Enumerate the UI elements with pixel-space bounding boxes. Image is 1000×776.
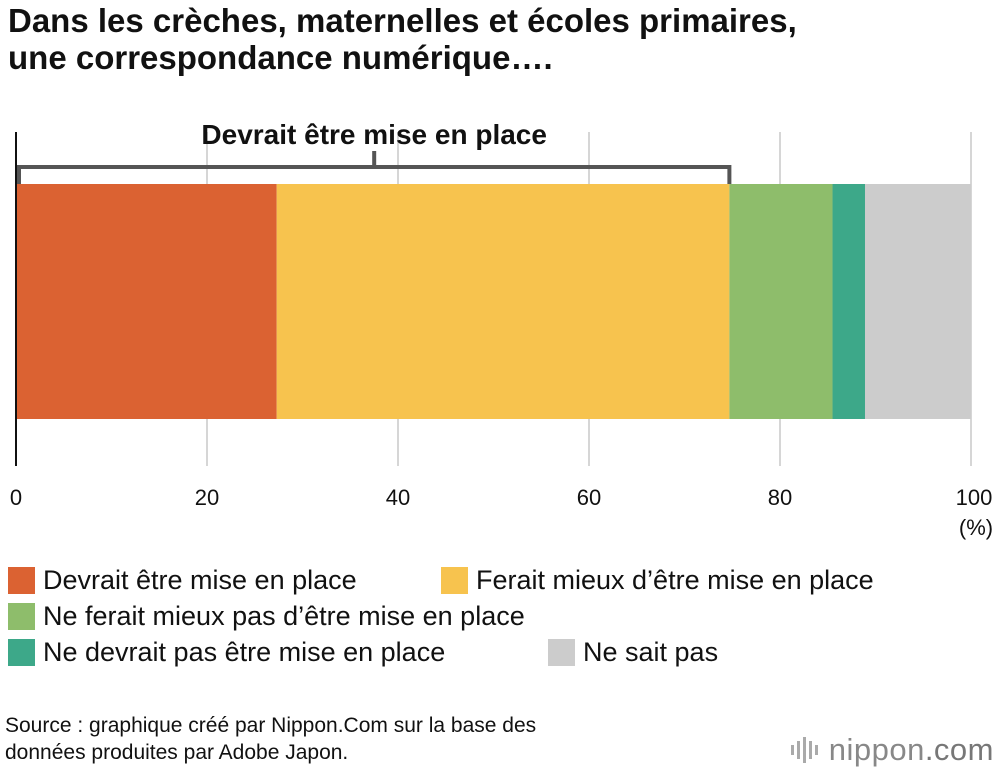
bracket-label: Devrait être mise en place	[201, 119, 547, 150]
legend-row: Ne ferait mieux pas d’être mise en place	[8, 598, 993, 634]
legend-row: Ne devrait pas être mise en place Ne sai…	[8, 634, 993, 670]
bar-segment	[832, 184, 865, 419]
x-unit-label: (%)	[959, 515, 993, 540]
legend-swatch	[441, 566, 468, 594]
legend-label: Devrait être mise en place	[43, 564, 357, 595]
legend-swatch	[8, 638, 35, 666]
bracket-line	[17, 151, 732, 184]
legend-label: Ne devrait pas être mise en place	[43, 636, 446, 667]
bar-segments	[16, 184, 971, 419]
legend-swatch	[548, 638, 575, 666]
x-tick-label: 80	[768, 485, 792, 510]
legend-label: Ne ferait mieux pas d’être mise en place	[43, 600, 525, 631]
legend-item-ne-ferait-mieux-pas: Ne ferait mieux pas d’être mise en place	[8, 601, 525, 632]
annotation-bracket: Devrait être mise en place	[17, 119, 732, 184]
source-note: Source : graphique créé par Nippon.Com s…	[5, 712, 536, 766]
logo-name: nippon	[828, 732, 925, 767]
chart-title: Dans les crèches, maternelles et écoles …	[8, 2, 993, 76]
legend-label: Ne sait pas	[583, 636, 719, 667]
legend-item-ferait-mieux: Ferait mieux d’être mise en place	[441, 565, 874, 596]
nippon-logo: nippon .com	[790, 732, 994, 768]
bar-segment	[729, 184, 833, 419]
legend-label: Ferait mieux d’être mise en place	[476, 564, 874, 595]
source-line-1: Source : graphique créé par Nippon.Com s…	[5, 714, 537, 737]
bar-segment	[276, 184, 730, 419]
x-axis: 0 20 40 60 80 100 (%)	[10, 132, 993, 540]
legend: Devrait être mise en place Ferait mieux …	[8, 562, 993, 670]
x-tick-label: 100	[956, 485, 993, 510]
chart-title-line-1: Dans les crèches, maternelles et écoles …	[8, 2, 797, 39]
x-tick-label: 20	[195, 485, 219, 510]
legend-swatch	[8, 602, 35, 630]
x-tick-label: 0	[10, 485, 22, 510]
legend-row: Devrait être mise en place Ferait mieux …	[8, 562, 993, 598]
legend-item-ne-devrait-pas: Ne devrait pas être mise en place	[8, 637, 548, 668]
legend-swatch	[8, 566, 35, 594]
legend-item-devrait: Devrait être mise en place	[8, 565, 441, 596]
x-tick-label: 40	[386, 485, 410, 510]
bar-segment	[864, 184, 971, 419]
chart-title-line-2: une correspondance numérique….	[8, 39, 553, 76]
x-tick-label: 60	[577, 485, 601, 510]
stacked-bar-chart: 0 20 40 60 80 100 (%) Devrait être mise en pla…	[10, 119, 993, 540]
logo-bars-icon	[790, 735, 821, 765]
legend-item-ne-sait-pas: Ne sait pas	[548, 637, 718, 668]
bar-segment	[16, 184, 277, 419]
source-line-2: données produites par Adobe Japon.	[5, 741, 349, 764]
logo-suffix: .com	[924, 732, 994, 767]
